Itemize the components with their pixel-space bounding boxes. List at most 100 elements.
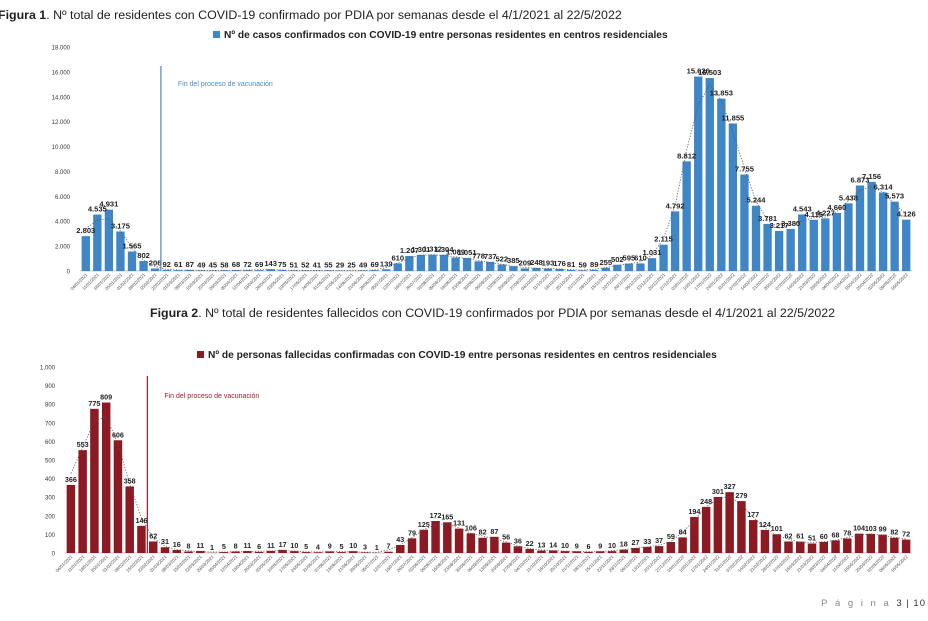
cases-bar (474, 261, 483, 271)
cases-value-label: 72 (243, 260, 251, 269)
cases-y-tick-label: 4.000 (55, 220, 71, 226)
cases-value-label: 89 (590, 260, 598, 269)
cases-bar (278, 270, 287, 271)
cases-annotation: Fin del proceso de vacunación (178, 81, 273, 88)
deaths-y-tick-label: 1.000 (40, 366, 56, 372)
cases-bar (150, 268, 160, 271)
figure-1-caption: . Nº total de residentes con COVID-19 co… (46, 8, 622, 22)
cases-bar (370, 270, 379, 271)
deaths-value-label: 106 (465, 523, 477, 532)
deaths-value-label: 68 (832, 530, 840, 539)
cases-bar (243, 270, 252, 271)
deaths-value-label: 553 (77, 440, 89, 449)
deaths-bar (243, 550, 252, 553)
deaths-value-label: 27 (632, 538, 640, 547)
cases-bar (601, 267, 610, 271)
deaths-value-label: 366 (65, 475, 77, 484)
deaths-value-label: 327 (724, 482, 736, 491)
cases-bar (867, 181, 876, 271)
deaths-y-tick-label: 700 (45, 421, 56, 427)
deaths-y-axis: 0 100 200 300 400 500 600 700 800 900 1.000 (40, 366, 56, 558)
cases-value-label: 4.660 (827, 203, 846, 212)
deaths-value-label: 79 (408, 528, 416, 537)
cases-value-label: 3.217 (770, 221, 789, 230)
deaths-bar (796, 541, 805, 553)
cases-bar (543, 268, 553, 271)
cases-bar (462, 257, 472, 271)
deaths-bar (701, 506, 711, 553)
deaths-bar (725, 492, 734, 553)
deaths-value-label: 6 (586, 542, 590, 551)
cases-value-label: 15.503 (698, 68, 721, 77)
deaths-bar (560, 551, 570, 553)
cases-y-axis: 0 2.000 4.000 6.000 8.000 10.000 12.000 14.000 1… (52, 46, 71, 276)
deaths-bar (278, 549, 287, 553)
cases-value-label: 87 (186, 260, 194, 269)
cases-value-label: 5.244 (746, 196, 766, 205)
deaths-bar (784, 541, 793, 553)
deaths-bar (596, 551, 605, 553)
deaths-bar (219, 552, 229, 553)
deaths-value-label: 10 (608, 541, 616, 550)
deaths-value-label: 10 (349, 541, 357, 550)
cases-value-label: 209 (519, 258, 532, 267)
cases-bar (694, 76, 703, 271)
deaths-value-label: 104 (853, 524, 865, 533)
deaths-value-label: 87 (490, 527, 498, 536)
cases-bar (185, 269, 194, 271)
deaths-legend-label: Nº de personas fallecidas confirmadas co… (208, 350, 717, 361)
cases-bar (682, 161, 691, 271)
cases-bar (231, 270, 241, 271)
cases-value-label: 15.626 (687, 67, 710, 76)
cases-bar (878, 192, 888, 271)
deaths-value-label: 51 (808, 534, 816, 543)
cases-bar (439, 254, 449, 271)
deaths-value-label: 165 (441, 512, 453, 521)
cases-value-label: 143 (264, 259, 277, 268)
figure-2-caption: . Nº total de residentes fallecidos con … (198, 306, 836, 320)
deaths-bar (807, 543, 817, 553)
deaths-value-label: 6 (257, 542, 261, 551)
deaths-value-label: 36 (514, 536, 522, 545)
cases-bar (509, 266, 518, 271)
deaths-value-label: 43 (396, 535, 404, 544)
deaths-value-label: 9 (328, 541, 332, 550)
cases-value-label: 55 (324, 260, 333, 269)
deaths-bar (572, 551, 581, 553)
cases-bar (717, 98, 726, 271)
deaths-value-label: 60 (820, 532, 828, 541)
cases-bar (751, 205, 761, 271)
deaths-bar (466, 533, 476, 553)
deaths-value-label: 72 (902, 530, 910, 539)
deaths-value-label: 146 (135, 516, 147, 525)
deaths-bar (843, 538, 852, 553)
deaths-bar (113, 440, 123, 553)
cases-bar (809, 219, 818, 271)
deaths-value-label: 11 (196, 541, 204, 550)
deaths-value-label: 1 (210, 543, 214, 552)
deaths-value-label: 809 (100, 393, 112, 402)
deaths-bar (890, 537, 899, 553)
cases-value-label: 1.565 (122, 242, 142, 251)
cases-bar (497, 264, 506, 271)
cases-value-label: 4.115 (804, 210, 823, 219)
deaths-value-label: 17 (279, 540, 287, 549)
deaths-bar (313, 552, 323, 553)
cases-x-axis-labels: 04/01/202111/01/202118/01/202125/01/2021… (69, 272, 909, 291)
cases-bar (93, 214, 102, 271)
cases-value-label: 41 (313, 260, 322, 269)
deaths-bar (196, 550, 205, 553)
cases-value-label: 176 (553, 259, 566, 268)
cases-bar (844, 203, 853, 271)
deaths-value-label: 37 (655, 536, 663, 545)
deaths-value-label: 606 (112, 430, 124, 439)
deaths-value-label: 13 (537, 541, 545, 550)
cases-bar (832, 213, 842, 271)
deaths-bar (125, 486, 134, 553)
cases-value-label: 595 (623, 254, 636, 263)
cases-value-label: 4.227 (816, 208, 835, 217)
cases-y-tick-label: 0 (67, 270, 71, 276)
cases-value-label: 255 (599, 258, 612, 267)
deaths-value-label: 5 (339, 542, 343, 551)
